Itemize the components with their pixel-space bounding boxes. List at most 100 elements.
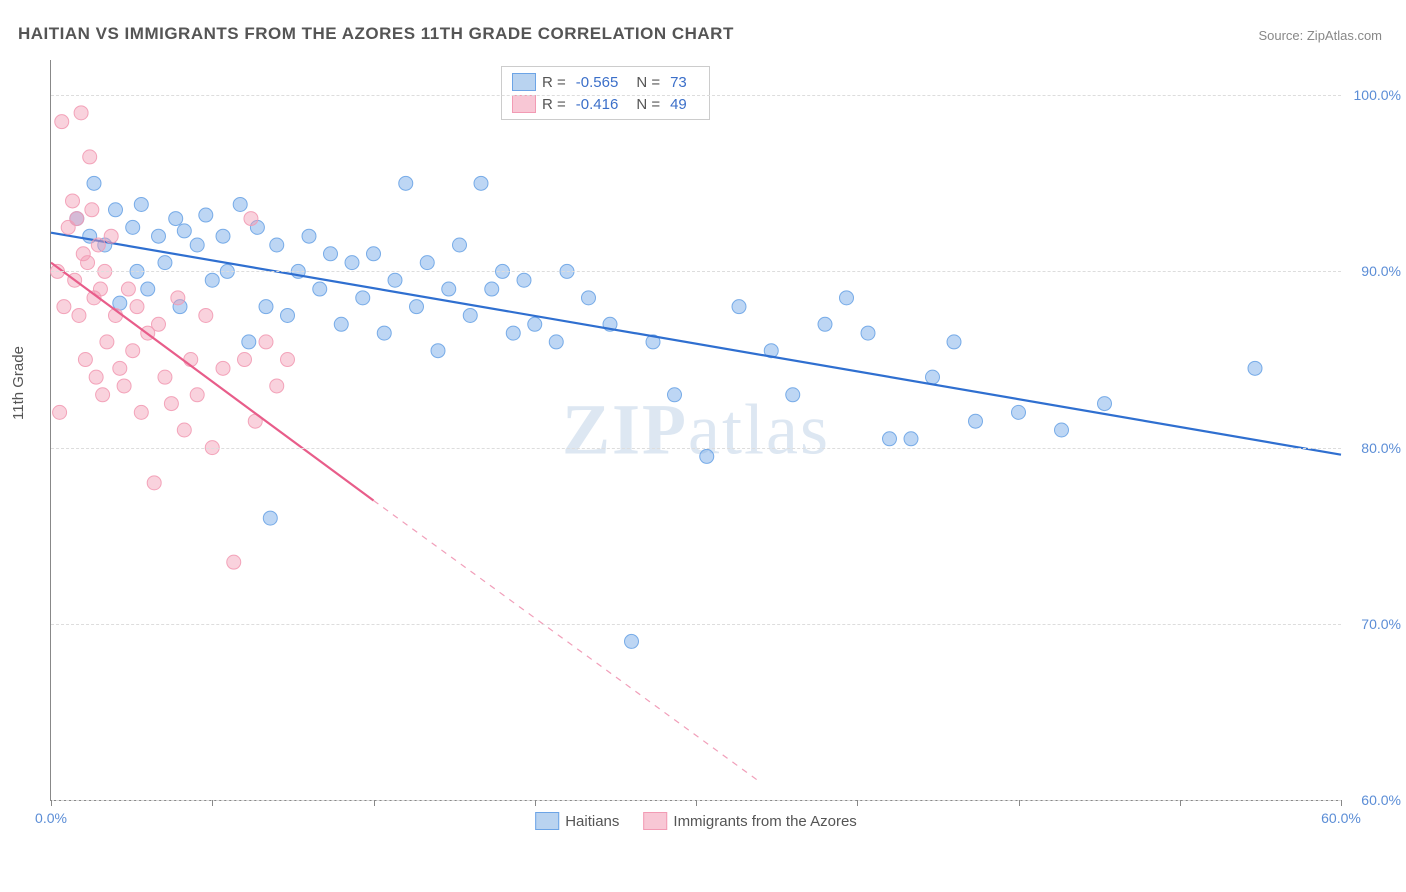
xtick: [1019, 800, 1020, 806]
data-point: [109, 203, 123, 217]
gridline: [51, 448, 1341, 449]
data-point: [1012, 405, 1026, 419]
data-point: [625, 634, 639, 648]
gridline: [51, 95, 1341, 96]
data-point: [113, 361, 127, 375]
xtick: [374, 800, 375, 806]
gridline: [51, 271, 1341, 272]
data-point: [442, 282, 456, 296]
data-point: [216, 361, 230, 375]
ytick-label: 70.0%: [1361, 616, 1401, 632]
data-point: [377, 326, 391, 340]
data-point: [238, 353, 252, 367]
data-point: [474, 176, 488, 190]
xtick: [51, 800, 52, 806]
data-point: [83, 150, 97, 164]
data-point: [216, 229, 230, 243]
data-point: [70, 212, 84, 226]
data-point: [517, 273, 531, 287]
legend-swatch-1-icon: [643, 812, 667, 830]
data-point: [270, 379, 284, 393]
ytick-label: 100.0%: [1354, 87, 1401, 103]
data-point: [786, 388, 800, 402]
data-point: [242, 335, 256, 349]
data-point: [130, 300, 144, 314]
data-point: [158, 256, 172, 270]
plot-svg: [51, 60, 1341, 800]
data-point: [121, 282, 135, 296]
data-point: [947, 335, 961, 349]
source-label: Source: ZipAtlas.com: [1258, 28, 1382, 43]
data-point: [169, 212, 183, 226]
stats-legend-box: R = -0.565 N = 73 R = -0.416 N = 49: [501, 66, 710, 120]
r-label: R =: [542, 96, 566, 113]
data-point: [81, 256, 95, 270]
data-point: [205, 273, 219, 287]
data-point: [700, 449, 714, 463]
data-point: [281, 353, 295, 367]
data-point: [199, 208, 213, 222]
data-point: [399, 176, 413, 190]
xtick: [857, 800, 858, 806]
data-point: [199, 308, 213, 322]
chart-plot-area: ZIPatlas R = -0.565 N = 73 R = -0.416 N …: [50, 60, 1341, 801]
chart-title: HAITIAN VS IMMIGRANTS FROM THE AZORES 11…: [18, 24, 734, 44]
data-point: [732, 300, 746, 314]
data-point: [388, 273, 402, 287]
data-point: [463, 308, 477, 322]
data-point: [410, 300, 424, 314]
r-value-1: -0.416: [576, 96, 619, 113]
data-point: [485, 282, 499, 296]
bottom-legend: Haitians Immigrants from the Azores: [535, 812, 857, 830]
data-point: [100, 335, 114, 349]
data-point: [89, 370, 103, 384]
xtick: [535, 800, 536, 806]
r-label: R =: [542, 74, 566, 91]
xtick: [212, 800, 213, 806]
data-point: [1055, 423, 1069, 437]
data-point: [85, 203, 99, 217]
stats-row-0: R = -0.565 N = 73: [512, 71, 699, 93]
data-point: [431, 344, 445, 358]
data-point: [147, 476, 161, 490]
data-point: [233, 197, 247, 211]
data-point: [345, 256, 359, 270]
data-point: [126, 344, 140, 358]
data-point: [152, 229, 166, 243]
data-point: [818, 317, 832, 331]
r-value-0: -0.565: [576, 74, 619, 91]
data-point: [367, 247, 381, 261]
data-point: [66, 194, 80, 208]
n-value-1: 49: [670, 96, 687, 113]
n-value-0: 73: [670, 74, 687, 91]
data-point: [93, 282, 107, 296]
legend-swatch-0-icon: [535, 812, 559, 830]
xtick-label: 0.0%: [35, 810, 67, 826]
data-point: [334, 317, 348, 331]
data-point: [87, 176, 101, 190]
data-point: [104, 229, 118, 243]
data-point: [904, 432, 918, 446]
data-point: [158, 370, 172, 384]
data-point: [190, 388, 204, 402]
ytick-label: 80.0%: [1361, 440, 1401, 456]
data-point: [55, 115, 69, 129]
data-point: [356, 291, 370, 305]
data-point: [263, 511, 277, 525]
legend-label-1: Immigrants from the Azores: [673, 813, 856, 830]
data-point: [74, 106, 88, 120]
data-point: [134, 197, 148, 211]
data-point: [259, 335, 273, 349]
xtick-label: 60.0%: [1321, 810, 1361, 826]
data-point: [969, 414, 983, 428]
data-point: [861, 326, 875, 340]
data-point: [177, 224, 191, 238]
data-point: [324, 247, 338, 261]
n-label: N =: [636, 74, 660, 91]
data-point: [126, 220, 140, 234]
data-point: [53, 405, 67, 419]
gridline: [51, 624, 1341, 625]
data-point: [582, 291, 596, 305]
data-point: [1098, 397, 1112, 411]
data-point: [227, 555, 241, 569]
